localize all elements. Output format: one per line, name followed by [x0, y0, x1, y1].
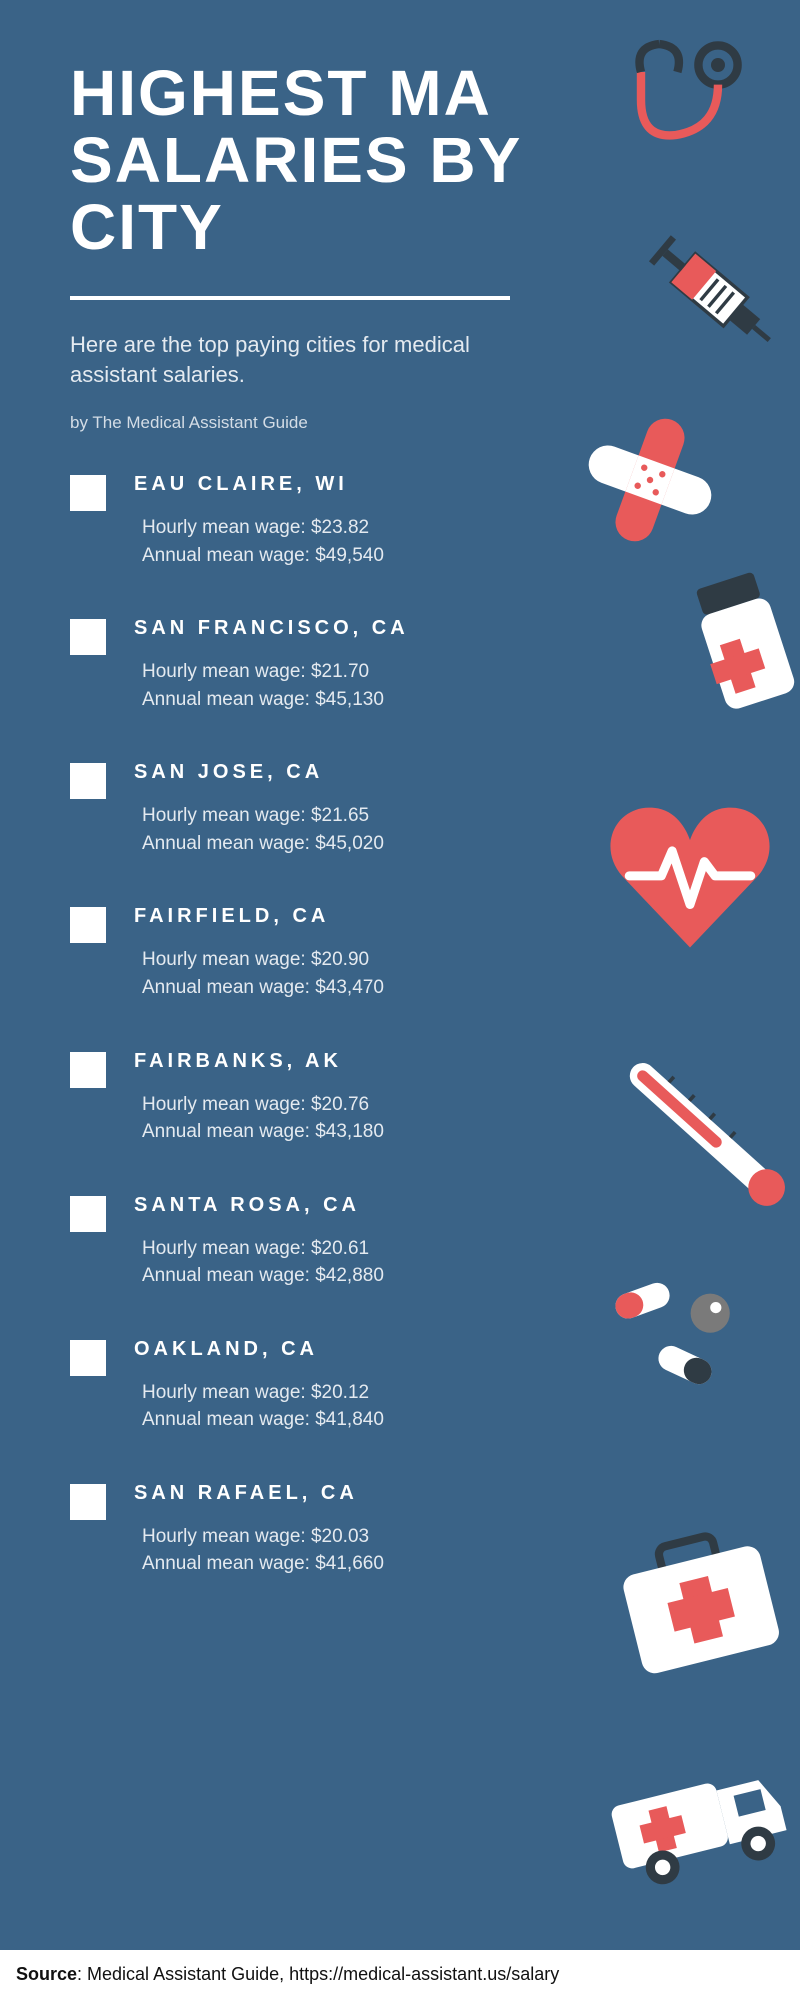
source-label: Source	[16, 1964, 77, 1984]
hourly-wage: Hourly mean wage: $20.90	[134, 946, 550, 974]
checkbox-icon	[70, 1484, 106, 1520]
annual-wage: Annual mean wage: $43,470	[134, 974, 550, 1002]
city-name: SAN FRANCISCO, CA	[134, 617, 550, 640]
city-row: EAU CLAIRE, WI Hourly mean wage: $23.82An…	[70, 473, 550, 569]
city-text: FAIRFIELD, CA Hourly mean wage: $20.90Ann…	[134, 905, 550, 1001]
thermometer-icon	[590, 1020, 800, 1240]
city-name: FAIRBANKS, AK	[134, 1050, 550, 1073]
annual-wage: Annual mean wage: $45,020	[134, 830, 550, 858]
annual-wage: Annual mean wage: $42,880	[134, 1262, 550, 1290]
city-row: FAIRFIELD, CA Hourly mean wage: $20.90Ann…	[70, 905, 550, 1001]
annual-wage: Annual mean wage: $41,840	[134, 1406, 550, 1434]
city-text: EAU CLAIRE, WI Hourly mean wage: $23.82An…	[134, 473, 550, 569]
syringe-icon	[620, 210, 790, 380]
city-row: SAN RAFAEL, CA Hourly mean wage: $20.03An…	[70, 1482, 550, 1578]
stethoscope-icon	[620, 30, 760, 170]
annual-wage: Annual mean wage: $45,130	[134, 686, 550, 714]
annual-wage: Annual mean wage: $41,660	[134, 1550, 550, 1578]
hourly-wage: Hourly mean wage: $21.65	[134, 802, 550, 830]
page-title: HIGHEST MA SALARIES BY CITY	[70, 60, 570, 262]
annual-wage: Annual mean wage: $43,180	[134, 1118, 550, 1146]
poster: HIGHEST MA SALARIES BY CITY Here are the…	[0, 0, 800, 1950]
city-name: SAN RAFAEL, CA	[134, 1482, 550, 1505]
source-text: : Medical Assistant Guide, https://medic…	[77, 1964, 559, 1984]
annual-wage: Annual mean wage: $49,540	[134, 542, 550, 570]
city-text: FAIRBANKS, AK Hourly mean wage: $20.76Ann…	[134, 1050, 550, 1146]
city-text: OAKLAND, CA Hourly mean wage: $20.12Annua…	[134, 1338, 550, 1434]
checkbox-icon	[70, 763, 106, 799]
first-aid-kit-icon	[610, 1520, 790, 1690]
pill-bottle-icon	[670, 560, 800, 730]
hourly-wage: Hourly mean wage: $20.76	[134, 1091, 550, 1119]
source-footer: Source: Medical Assistant Guide, https:/…	[0, 1950, 800, 2000]
city-text: SANTA ROSA, CA Hourly mean wage: $20.61An…	[134, 1194, 550, 1290]
city-row: FAIRBANKS, AK Hourly mean wage: $20.76Ann…	[70, 1050, 550, 1146]
city-name: EAU CLAIRE, WI	[134, 473, 550, 496]
city-row: SAN JOSE, CA Hourly mean wage: $21.65Annu…	[70, 761, 550, 857]
city-name: SAN JOSE, CA	[134, 761, 550, 784]
hourly-wage: Hourly mean wage: $23.82	[134, 514, 550, 542]
city-text: SAN RAFAEL, CA Hourly mean wage: $20.03An…	[134, 1482, 550, 1578]
city-text: SAN FRANCISCO, CA Hourly mean wage: $21.7…	[134, 617, 550, 713]
city-row: SANTA ROSA, CA Hourly mean wage: $20.61An…	[70, 1194, 550, 1290]
checkbox-icon	[70, 1196, 106, 1232]
checkbox-icon	[70, 475, 106, 511]
city-name: SANTA ROSA, CA	[134, 1194, 550, 1217]
bandage-icon	[570, 400, 730, 560]
hourly-wage: Hourly mean wage: $20.61	[134, 1235, 550, 1263]
hourly-wage: Hourly mean wage: $20.12	[134, 1379, 550, 1407]
city-name: OAKLAND, CA	[134, 1338, 550, 1361]
city-text: SAN JOSE, CA Hourly mean wage: $21.65Annu…	[134, 761, 550, 857]
divider	[70, 296, 510, 300]
city-row: OAKLAND, CA Hourly mean wage: $20.12Annua…	[70, 1338, 550, 1434]
checkbox-icon	[70, 1340, 106, 1376]
city-name: FAIRFIELD, CA	[134, 905, 550, 928]
checkbox-icon	[70, 1052, 106, 1088]
heart-pulse-icon	[600, 790, 780, 960]
hourly-wage: Hourly mean wage: $20.03	[134, 1523, 550, 1551]
checkbox-icon	[70, 619, 106, 655]
city-row: SAN FRANCISCO, CA Hourly mean wage: $21.7…	[70, 617, 550, 713]
checkbox-icon	[70, 907, 106, 943]
pills-icon	[600, 1260, 770, 1400]
ambulance-icon	[600, 1740, 800, 1900]
hourly-wage: Hourly mean wage: $21.70	[134, 658, 550, 686]
subtitle: Here are the top paying cities for medic…	[70, 330, 500, 392]
